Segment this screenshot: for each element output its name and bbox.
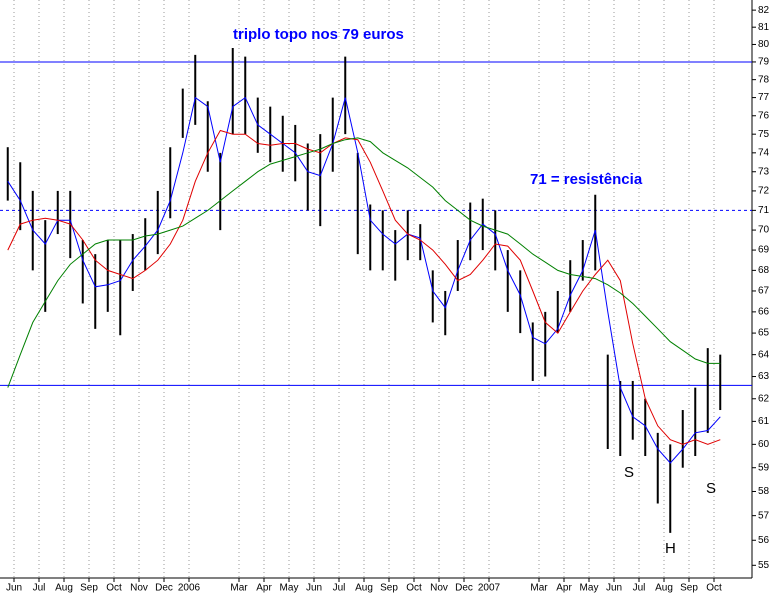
annotation: 71 = resistência: [530, 171, 643, 188]
moving-average: [7, 137, 721, 388]
y-tick-label: 73: [758, 166, 770, 177]
moving-average: [7, 96, 721, 464]
y-tick-label: 64: [758, 349, 770, 360]
y-tick-label: 74: [758, 147, 770, 158]
x-tick-label: Oct: [406, 583, 422, 594]
y-tick-label: 67: [758, 286, 770, 297]
y-tick-label: 63: [758, 371, 770, 382]
x-tick-label: Nov: [430, 583, 448, 594]
y-tick-label: 60: [758, 439, 770, 450]
x-tick-label: Jun: [606, 583, 622, 594]
y-tick-label: 58: [758, 486, 770, 497]
y-tick-label: 59: [758, 462, 770, 473]
y-tick-label: 82: [758, 5, 770, 16]
x-tick-label: Dec: [455, 583, 473, 594]
x-tick-label: Nov: [130, 583, 148, 594]
x-tick-label: Apr: [256, 583, 272, 594]
x-tick-label: Jul: [633, 583, 646, 594]
x-tick-label: Oct: [106, 583, 122, 594]
x-tick-label: Aug: [355, 583, 373, 594]
annotation: triplo topo nos 79 euros: [233, 26, 404, 43]
annotation: S: [706, 480, 716, 497]
x-tick-label: Jul: [33, 583, 46, 594]
x-tick-label: Aug: [55, 583, 73, 594]
y-tick-label: 76: [758, 110, 770, 121]
y-tick-label: 56: [758, 535, 770, 546]
y-tick-label: 79: [758, 57, 770, 68]
y-tick-label: 77: [758, 92, 770, 103]
x-tick-label: Mar: [230, 583, 248, 594]
y-tick-label: 78: [758, 74, 770, 85]
x-tick-label: May: [580, 583, 599, 594]
y-tick-label: 62: [758, 393, 770, 404]
x-tick-label: Dec: [155, 583, 173, 594]
x-tick-label: Sep: [80, 583, 98, 594]
y-tick-label: 71: [758, 205, 770, 216]
x-tick-label: Jul: [333, 583, 346, 594]
x-tick-label: Sep: [380, 583, 398, 594]
moving-average: [7, 129, 721, 445]
x-tick-label: Mar: [530, 583, 548, 594]
y-tick-label: 55: [758, 560, 770, 571]
x-tick-label: Aug: [655, 583, 673, 594]
x-tick-label: 2006: [178, 583, 201, 594]
y-tick-label: 70: [758, 225, 770, 236]
y-tick-label: 69: [758, 245, 770, 256]
x-tick-label: May: [280, 583, 299, 594]
y-tick-label: 57: [758, 510, 770, 521]
x-tick-label: Oct: [706, 583, 722, 594]
y-tick-label: 75: [758, 129, 770, 140]
x-tick-label: Jun: [6, 583, 22, 594]
x-tick-label: Apr: [556, 583, 572, 594]
y-tick-label: 68: [758, 265, 770, 276]
y-tick-label: 66: [758, 307, 770, 318]
y-tick-label: 65: [758, 328, 770, 339]
y-tick-label: 81: [758, 22, 770, 33]
x-tick-label: Jun: [306, 583, 322, 594]
x-tick-label: Sep: [680, 583, 698, 594]
y-tick-label: 61: [758, 416, 770, 427]
annotation: S: [624, 464, 634, 481]
y-tick-label: 80: [758, 39, 770, 50]
annotation: H: [665, 540, 676, 557]
y-tick-label: 72: [758, 186, 770, 197]
x-tick-label: 2007: [478, 583, 501, 594]
